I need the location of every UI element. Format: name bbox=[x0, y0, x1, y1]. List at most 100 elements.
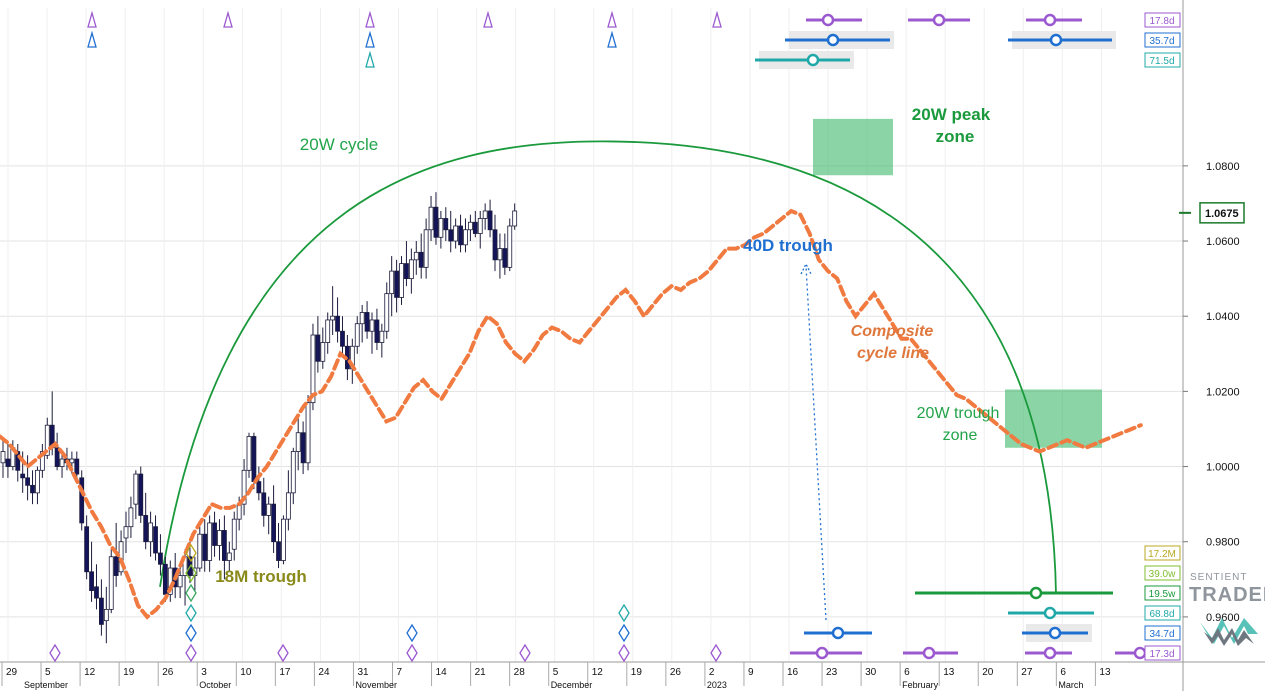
trough-marker bbox=[618, 643, 630, 663]
peak-marker bbox=[712, 10, 722, 28]
annotation-peak-zone: 20W peak bbox=[912, 105, 991, 124]
annotation-20w-cycle: 20W cycle bbox=[300, 135, 378, 154]
month-label: November bbox=[355, 680, 397, 690]
candle bbox=[477, 210, 483, 249]
candle-body bbox=[177, 575, 183, 588]
candle bbox=[330, 286, 336, 335]
projection-68d bbox=[1008, 606, 1094, 620]
candle-body bbox=[320, 342, 326, 362]
label-box bbox=[1144, 32, 1181, 48]
candle bbox=[221, 515, 227, 580]
trough-marker bbox=[185, 643, 197, 663]
cycle-label-bottom: 39.0w bbox=[1144, 565, 1181, 581]
candle bbox=[467, 214, 473, 242]
trough-marker bbox=[406, 643, 418, 663]
x-tick-label: 6 bbox=[904, 667, 910, 678]
candle-body bbox=[428, 206, 434, 231]
candle-body bbox=[271, 503, 277, 543]
cycle-label-bottom: 17.3d bbox=[1144, 645, 1181, 661]
x-tick-label: 14 bbox=[436, 667, 448, 678]
candle bbox=[428, 195, 434, 242]
label-box bbox=[1144, 625, 1181, 641]
candle-body bbox=[477, 218, 483, 234]
projection-34d bbox=[804, 626, 872, 640]
candle bbox=[453, 218, 459, 249]
candle-body bbox=[354, 323, 360, 347]
candle bbox=[212, 511, 217, 557]
candle-body bbox=[369, 319, 375, 332]
brand-mark bbox=[1200, 618, 1258, 646]
candle bbox=[143, 492, 149, 550]
candle-body bbox=[251, 436, 257, 482]
candle bbox=[25, 455, 31, 501]
projection-dot bbox=[1043, 13, 1057, 27]
candle-body bbox=[143, 515, 149, 543]
candle-body bbox=[212, 522, 217, 546]
label-box bbox=[1144, 565, 1181, 581]
candle-body bbox=[492, 229, 498, 261]
candle-body bbox=[138, 473, 144, 516]
candle bbox=[148, 511, 154, 557]
candle-body bbox=[325, 319, 331, 343]
candle-body bbox=[84, 526, 90, 573]
x-tick-label: 20 bbox=[982, 667, 994, 678]
candle bbox=[226, 541, 232, 572]
x-tick-label: 12 bbox=[84, 667, 96, 678]
candle-body bbox=[44, 424, 50, 456]
projection-35d bbox=[785, 31, 894, 49]
candle-body bbox=[148, 522, 154, 543]
candle-body bbox=[413, 251, 419, 261]
label-text: 19.5w bbox=[1149, 589, 1176, 600]
candle bbox=[374, 308, 380, 351]
candle-body bbox=[217, 530, 222, 546]
projection-dot bbox=[1049, 33, 1063, 47]
annotation-40d-trough: 40D trough bbox=[743, 236, 833, 255]
candle-body bbox=[399, 263, 404, 298]
x-axis: 29 5 12 19 26 3 10 17 24 31 7 14 21 28 5 12 19 26 2 9 16 23 30… bbox=[1, 662, 1111, 690]
candle bbox=[153, 515, 158, 561]
x-tick-label: 26 bbox=[670, 667, 682, 678]
candle-body bbox=[202, 533, 208, 561]
candle-body bbox=[30, 484, 35, 494]
candle-body bbox=[423, 229, 429, 268]
candle bbox=[315, 316, 321, 373]
label-text: 35.7d bbox=[1149, 36, 1174, 47]
x-tick-label: 12 bbox=[592, 667, 604, 678]
cycle-label-bottom: 68.8d bbox=[1144, 605, 1181, 621]
x-tick-label: 17 bbox=[279, 667, 291, 678]
zones bbox=[813, 118, 1102, 448]
candle bbox=[492, 214, 498, 272]
projection-71d bbox=[755, 51, 854, 69]
x-tick-label: 28 bbox=[514, 667, 526, 678]
candle bbox=[285, 470, 291, 531]
trough-marker bbox=[185, 543, 197, 563]
candle-body bbox=[113, 556, 119, 576]
candle bbox=[128, 496, 134, 538]
candle-body bbox=[404, 263, 409, 280]
trough-arrow bbox=[805, 265, 827, 621]
trough-marker bbox=[185, 623, 197, 643]
candle bbox=[502, 233, 508, 275]
candle-body bbox=[364, 312, 370, 332]
peak-marker bbox=[87, 10, 97, 28]
label-text: 34.7d bbox=[1149, 629, 1174, 640]
candle bbox=[59, 451, 65, 478]
peak-marker bbox=[87, 30, 97, 48]
candle-body bbox=[389, 270, 395, 295]
label-text: 39.0w bbox=[1149, 569, 1176, 580]
candle-body bbox=[69, 458, 75, 464]
candle bbox=[458, 214, 463, 253]
candle-body bbox=[290, 451, 296, 494]
label-text: 17.8d bbox=[1149, 16, 1174, 27]
candle bbox=[35, 466, 40, 505]
cycle-label-bottom: 17.2M bbox=[1144, 545, 1181, 561]
label-box bbox=[1144, 545, 1181, 561]
candle bbox=[463, 218, 468, 253]
candle-body bbox=[162, 563, 168, 595]
label-box bbox=[1144, 585, 1181, 601]
candle bbox=[423, 218, 429, 279]
candle bbox=[84, 515, 90, 580]
peak-marker bbox=[607, 10, 617, 28]
annotation-composite: Composite bbox=[851, 323, 934, 340]
candle bbox=[5, 444, 11, 478]
